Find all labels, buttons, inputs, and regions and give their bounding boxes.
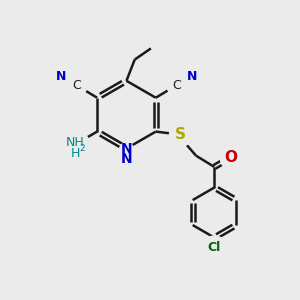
Text: N: N — [56, 70, 66, 83]
Text: N: N — [121, 152, 132, 166]
Text: O: O — [224, 150, 237, 165]
Text: N: N — [187, 70, 197, 83]
Text: N: N — [121, 142, 132, 155]
Text: 2: 2 — [80, 144, 85, 153]
Text: C: C — [72, 79, 81, 92]
Text: C: C — [172, 79, 181, 92]
Text: NH: NH — [66, 136, 84, 149]
Text: Cl: Cl — [208, 242, 221, 254]
Text: H: H — [70, 147, 80, 160]
Text: S: S — [174, 127, 185, 142]
